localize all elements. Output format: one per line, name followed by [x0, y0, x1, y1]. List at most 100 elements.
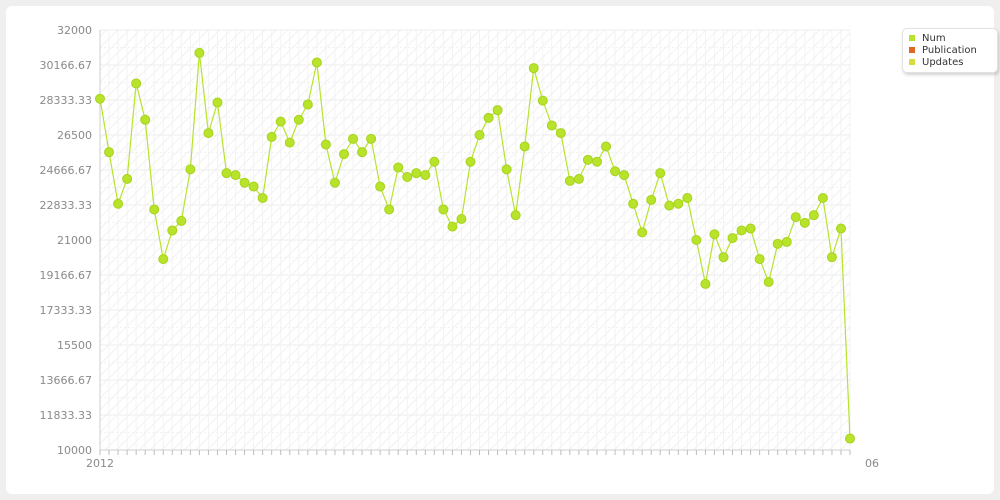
data-point [591, 156, 602, 167]
data-point [176, 215, 187, 226]
data-point [366, 133, 377, 144]
data-point [275, 116, 286, 127]
y-tick-label: 10000 [57, 444, 92, 457]
data-point [763, 277, 774, 287]
data-point [456, 214, 467, 224]
data-point [510, 210, 521, 221]
data-point [221, 168, 232, 179]
data-point [194, 47, 205, 58]
data-point [239, 177, 250, 188]
data-point [655, 168, 666, 179]
data-point [393, 162, 404, 173]
data-point [212, 97, 223, 108]
data-point [492, 105, 503, 116]
data-point [845, 433, 855, 444]
data-point [104, 147, 115, 158]
data-point [402, 172, 413, 182]
data-point [601, 141, 612, 152]
data-point [140, 114, 151, 125]
data-point [266, 131, 277, 142]
data-point [149, 204, 160, 215]
y-tick-label: 26500 [57, 129, 92, 142]
data-point [474, 130, 485, 140]
data-point [501, 164, 512, 175]
y-tick-label: 13666.67 [40, 374, 93, 387]
data-point [799, 217, 810, 228]
y-tick-label: 17333.33 [40, 304, 93, 317]
data-point [573, 173, 584, 184]
data-point [519, 141, 530, 152]
data-point [338, 149, 349, 160]
data-point [438, 204, 449, 215]
legend-label: Num [922, 32, 946, 44]
data-point [447, 221, 458, 232]
data-point [257, 193, 268, 203]
data-point [754, 254, 765, 265]
legend-label: Updates [922, 56, 964, 68]
data-point [564, 175, 575, 186]
legend-swatch [909, 47, 915, 53]
x-axis-ticks: 2012 06 [86, 450, 879, 470]
data-point [826, 252, 837, 263]
data-point [646, 194, 657, 205]
legend-swatch [909, 35, 915, 41]
y-tick-label: 19166.67 [40, 269, 93, 282]
data-point [95, 93, 105, 104]
data-point [691, 235, 702, 245]
data-point [203, 128, 214, 139]
data-point [284, 137, 295, 148]
data-point [384, 204, 395, 215]
data-point [637, 227, 648, 238]
data-point [357, 147, 368, 158]
data-point [185, 164, 196, 175]
data-point [790, 212, 801, 223]
series-num [95, 47, 855, 444]
data-point [682, 193, 693, 203]
data-point [411, 168, 422, 179]
data-point [420, 170, 431, 181]
data-point [610, 166, 621, 177]
legend-item[interactable]: Publication [909, 44, 991, 56]
data-point [835, 223, 846, 234]
data-point [772, 238, 783, 249]
data-point [131, 78, 142, 89]
data-point [664, 200, 675, 211]
y-tick-label: 11833.33 [40, 409, 93, 422]
legend-label: Publication [922, 44, 977, 56]
data-point [628, 198, 639, 209]
data-point [537, 95, 548, 106]
data-point [673, 198, 684, 209]
y-tick-label: 28333.33 [40, 94, 93, 107]
data-point [582, 154, 593, 165]
data-point [113, 198, 124, 209]
data-point [817, 193, 828, 203]
data-point [320, 139, 331, 150]
legend-item[interactable]: Updates [909, 56, 991, 68]
data-point [546, 120, 557, 131]
data-point [709, 229, 720, 240]
data-point [167, 225, 178, 236]
data-point [248, 181, 259, 192]
data-point [700, 278, 711, 289]
data-point [230, 170, 241, 181]
data-point [348, 133, 359, 144]
data-point [745, 223, 756, 234]
data-point [122, 173, 133, 184]
data-point [429, 156, 440, 167]
y-tick-label: 24666.67 [40, 164, 93, 177]
y-axis-ticks: 10000 11833.33 13666.67 15500 17333.33 19166.… [40, 24, 93, 457]
data-point [302, 99, 313, 110]
data-point [158, 254, 169, 265]
legend-swatch [909, 59, 915, 65]
data-point [781, 236, 792, 247]
chart-legend: Num Publication Updates [902, 28, 998, 73]
legend-item[interactable]: Num [909, 32, 991, 44]
data-point [311, 57, 322, 68]
data-point [727, 233, 738, 244]
y-tick-label: 22833.33 [40, 199, 93, 212]
data-point [619, 170, 630, 181]
data-point [718, 252, 729, 263]
gridlines [99, 29, 851, 451]
data-point [375, 181, 386, 192]
